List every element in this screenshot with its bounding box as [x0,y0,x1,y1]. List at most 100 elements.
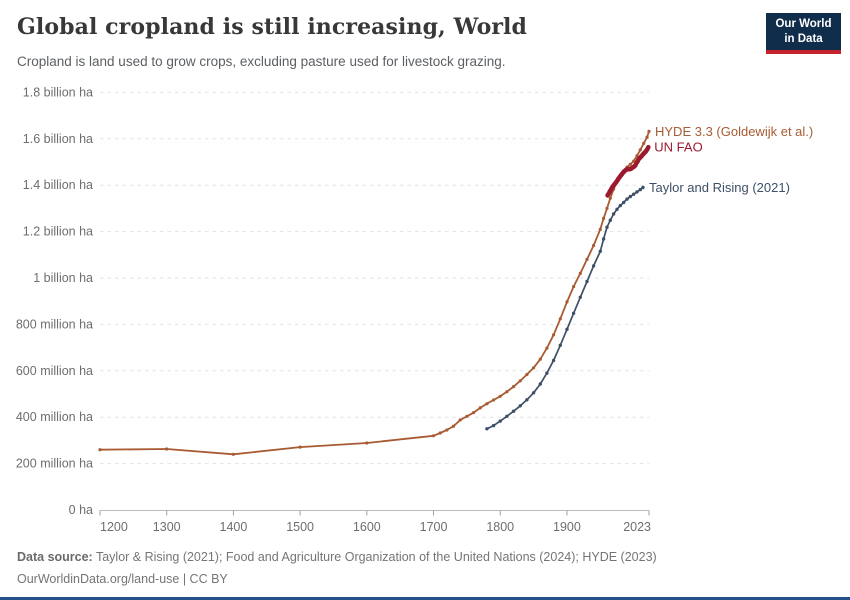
x-tick-label: 1300 [153,520,181,534]
series-marker-taylor [545,371,549,375]
series-marker-taylor [611,212,616,216]
series-marker-hyde [572,285,576,289]
series-marker-hyde [478,406,482,410]
chart-footer: Data source: Taylor & Rising (2021); Foo… [17,547,657,591]
series-marker-taylor [632,192,636,196]
series-marker-hyde [632,159,636,163]
series-marker-taylor [638,187,642,192]
series-marker-taylor [615,207,619,211]
series-marker-hyde [598,227,602,231]
series-marker-hyde [608,196,612,200]
data-source-line: Data source: Taylor & Rising (2021); Foo… [17,547,657,569]
series-marker-taylor [585,279,589,284]
series-marker-hyde [635,154,639,158]
series-marker-hyde [298,445,302,449]
series-marker-taylor [551,358,556,363]
series-marker-taylor [565,327,569,331]
series-marker-taylor [625,197,629,201]
series-marker-hyde [472,411,476,415]
series-marker-taylor [491,423,496,428]
series-marker-hyde [558,317,562,321]
x-tick-label: 2023 [623,520,651,534]
series-marker-taylor [485,427,489,431]
owid-logo[interactable]: Our World in Data [766,13,841,54]
series-marker-hyde [445,428,449,432]
series-label-taylor: Taylor and Rising (2021) [649,180,790,195]
y-tick-label: 800 million ha [16,317,93,331]
series-marker-taylor [618,203,622,208]
series-marker-taylor [605,225,609,229]
series-marker-taylor [641,185,645,190]
chart-subtitle: Cropland is land used to grow crops, exc… [17,54,506,69]
series-marker-hyde [498,394,502,398]
logo-red-bar [766,50,841,54]
page-title: Global cropland is still increasing, Wor… [17,14,527,40]
x-tick-label: 1200 [100,520,128,534]
series-marker-hyde [485,402,489,406]
logo-line2: in Data [784,32,823,45]
series-marker-hyde [518,379,522,383]
series-marker-hyde [642,141,646,145]
y-tick-label: 1 billion ha [33,271,93,285]
series-marker-taylor [525,398,529,402]
series-marker-fao [646,144,651,150]
series-marker-hyde [545,346,549,350]
series-line-hyde [99,130,650,456]
series-marker-hyde [605,206,609,210]
series-marker-hyde [565,300,569,304]
series-marker-hyde [98,448,102,452]
series-marker-hyde [511,385,516,389]
series-label-fao: UN FAO [654,140,702,155]
series-marker-taylor [505,414,509,418]
series-marker-hyde [538,357,542,361]
series-marker-taylor [628,194,632,199]
series-marker-taylor [598,249,602,253]
series-marker-taylor [498,419,502,423]
series-marker-hyde [525,372,529,377]
series-marker-taylor [608,218,612,222]
series-marker-taylor [578,295,582,299]
series-marker-hyde [602,216,606,220]
x-tick-label: 1800 [486,520,514,534]
series-marker-hyde [585,257,589,261]
series-label-hyde: HYDE 3.3 (Goldewijk et al.) [655,124,813,139]
series-marker-hyde [578,271,582,275]
series-marker-hyde [365,441,369,445]
data-source-label: Data source: [17,550,93,564]
series-marker-taylor [531,391,536,395]
series-marker-hyde [458,418,462,422]
series-marker-taylor [571,311,576,315]
series-marker-taylor [622,200,626,205]
series-marker-hyde [628,162,632,166]
x-tick-label: 1900 [553,520,581,534]
logo-line1: Our World [775,18,832,31]
series-marker-taylor [635,190,639,194]
y-tick-label: 1.2 billion ha [23,225,93,239]
x-tick-label: 1400 [220,520,248,534]
series-marker-taylor [518,404,522,408]
series-marker-hyde [552,333,556,337]
series-marker-hyde [431,434,436,438]
series-marker-taylor [511,409,516,413]
data-source-text: Taylor & Rising (2021); Food and Agricul… [92,550,657,564]
y-tick-label: 0 ha [69,503,93,517]
series-marker-hyde [592,243,596,248]
series-marker-hyde [505,390,509,394]
series-marker-taylor [601,237,606,241]
y-tick-label: 1.4 billion ha [23,178,93,192]
series-marker-hyde [451,424,456,428]
series-marker-hyde [465,414,469,418]
series-marker-taylor [538,382,542,386]
series-marker-hyde [647,129,651,133]
x-tick-label: 1700 [420,520,448,534]
y-tick-label: 200 million ha [16,457,93,471]
series-marker-hyde [492,398,496,402]
series-marker-hyde [231,452,235,456]
series-marker-hyde [438,431,442,435]
series-marker-hyde [165,447,169,451]
owid-logo-box: Our World in Data [766,13,841,50]
y-tick-label: 400 million ha [16,410,93,424]
bottom-accent-bar [0,597,850,600]
